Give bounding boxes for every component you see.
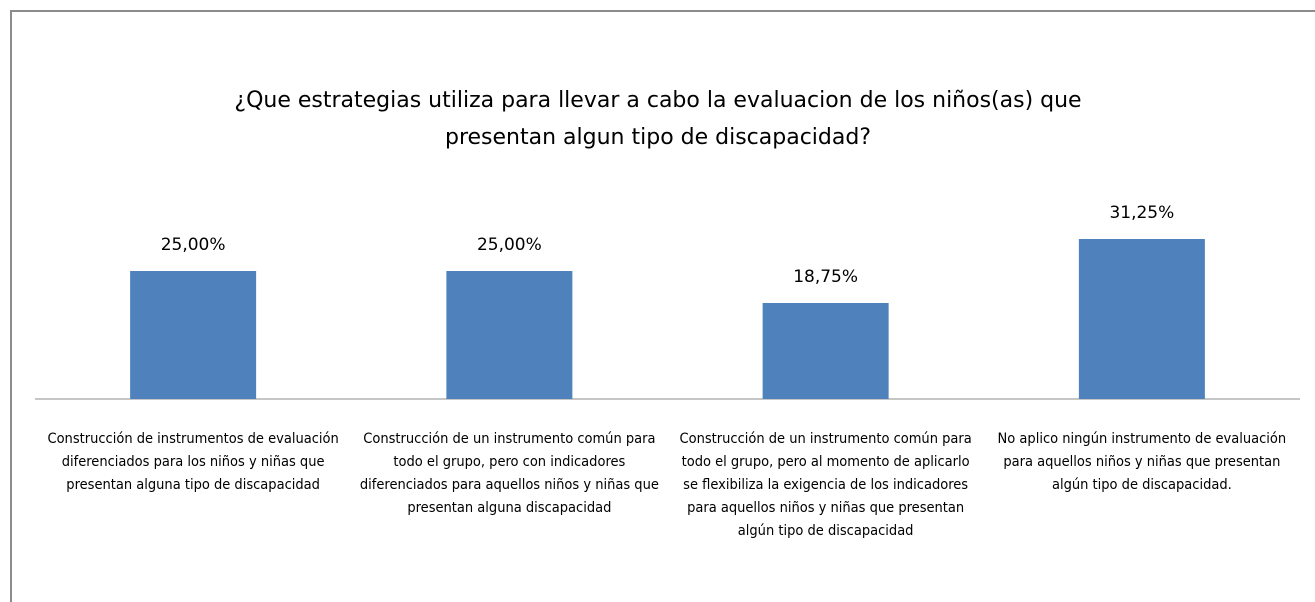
bar (1078, 239, 1205, 399)
x-tick-label: No aplico ningún instrumento de evaluaci… (997, 431, 1287, 493)
value-label: 31,25% (1109, 203, 1175, 223)
x-tick-label: Construcción de un instrumento común par… (679, 431, 972, 539)
value-label: 18,75% (793, 267, 859, 287)
bar (762, 303, 889, 399)
value-label: 25,00% (476, 235, 542, 255)
bar (446, 271, 573, 399)
bar (130, 271, 257, 399)
chart-title: ¿Que estrategias utiliza para llevar a c… (234, 88, 1082, 150)
x-tick-label: Construcción de instrumentos de evaluaci… (47, 431, 339, 493)
chart-frame (10, 10, 1315, 602)
x-tick-label: Construcción de un instrumento común par… (359, 431, 659, 516)
value-label: 25,00% (160, 235, 226, 255)
